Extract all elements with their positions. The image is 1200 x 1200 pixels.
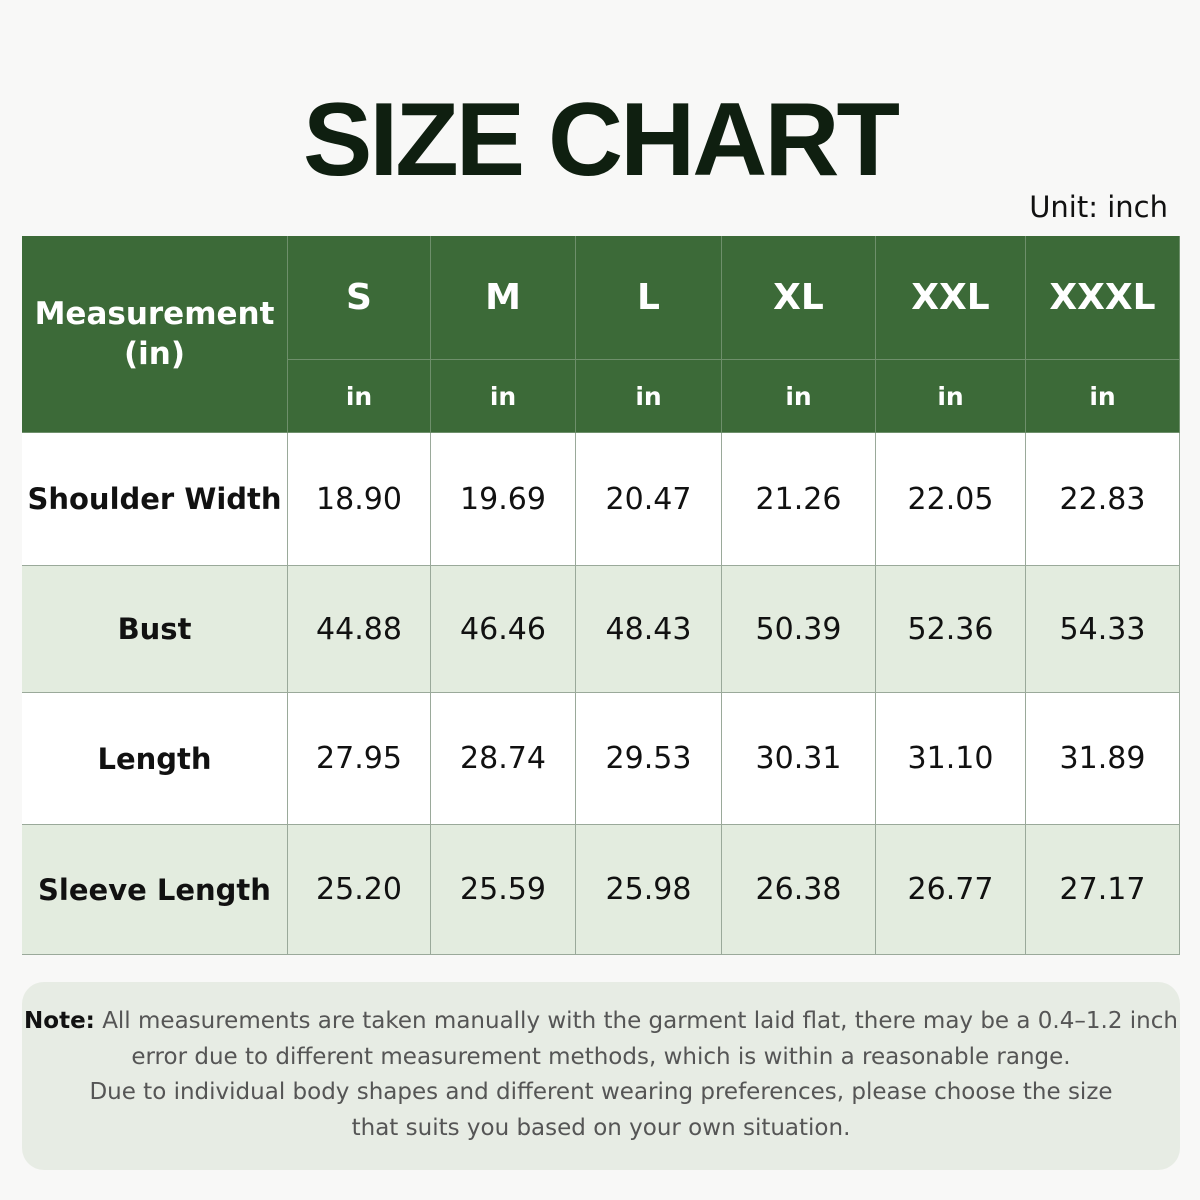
unit-header: in <box>1026 360 1180 433</box>
value-cell: 31.10 <box>876 693 1026 825</box>
note-line: Note: All measurements are taken manuall… <box>22 1004 1180 1040</box>
note-box: Note: All measurements are taken manuall… <box>22 982 1180 1170</box>
value-cell: 28.74 <box>431 693 576 825</box>
value-cell: 46.46 <box>431 566 576 693</box>
row-label: Sleeve Length <box>22 825 288 955</box>
value-cell: 29.53 <box>576 693 722 825</box>
value-cell: 21.26 <box>722 433 876 566</box>
note-label: Note: <box>24 1008 95 1034</box>
note-text: error due to different measurement metho… <box>131 1043 1071 1070</box>
size-header: S <box>288 236 431 360</box>
unit-header: in <box>431 360 576 433</box>
value-cell: 26.38 <box>722 825 876 955</box>
note-text: Due to individual body shapes and differ… <box>89 1079 1113 1105</box>
value-cell: 44.88 <box>288 566 431 693</box>
unit-header: in <box>576 360 722 433</box>
note-line: Due to individual body shapes and differ… <box>22 1075 1180 1111</box>
size-header: XL <box>722 236 876 360</box>
value-cell: 27.17 <box>1026 825 1180 955</box>
value-cell: 25.59 <box>431 825 576 955</box>
value-cell: 19.69 <box>431 433 576 566</box>
unit-header: in <box>876 360 1026 433</box>
value-cell: 26.77 <box>876 825 1026 955</box>
value-cell: 25.20 <box>288 825 431 955</box>
header-cell: Measurement (in) <box>22 236 288 433</box>
row-label: Bust <box>22 566 288 693</box>
note-line: error due to different measurement metho… <box>22 1040 1180 1076</box>
size-header: XXL <box>876 236 1026 360</box>
value-cell: 22.05 <box>876 433 1026 566</box>
note-text: All measurements are taken manually with… <box>102 1008 1178 1034</box>
note-text: that suits you based on your own situati… <box>351 1114 851 1141</box>
value-cell: 25.98 <box>576 825 722 955</box>
size-header: M <box>431 236 576 360</box>
value-cell: 27.95 <box>288 693 431 825</box>
value-cell: 18.90 <box>288 433 431 566</box>
size-header: XXXL <box>1026 236 1180 360</box>
value-cell: 52.36 <box>876 566 1026 693</box>
unit-label: Unit: inch <box>1029 190 1168 224</box>
note-line: that suits you based on your own situati… <box>22 1111 1180 1147</box>
value-cell: 30.31 <box>722 693 876 825</box>
value-cell: 31.89 <box>1026 693 1180 825</box>
size-header: L <box>576 236 722 360</box>
value-cell: 50.39 <box>722 566 876 693</box>
unit-header: in <box>288 360 431 433</box>
value-cell: 54.33 <box>1026 566 1180 693</box>
unit-header: in <box>722 360 876 433</box>
value-cell: 48.43 <box>576 566 722 693</box>
row-label: Length <box>22 693 288 825</box>
value-cell: 22.83 <box>1026 433 1180 566</box>
title: SIZE CHART <box>303 82 900 198</box>
row-label: Shoulder Width <box>22 433 288 566</box>
value-cell: 20.47 <box>576 433 722 566</box>
